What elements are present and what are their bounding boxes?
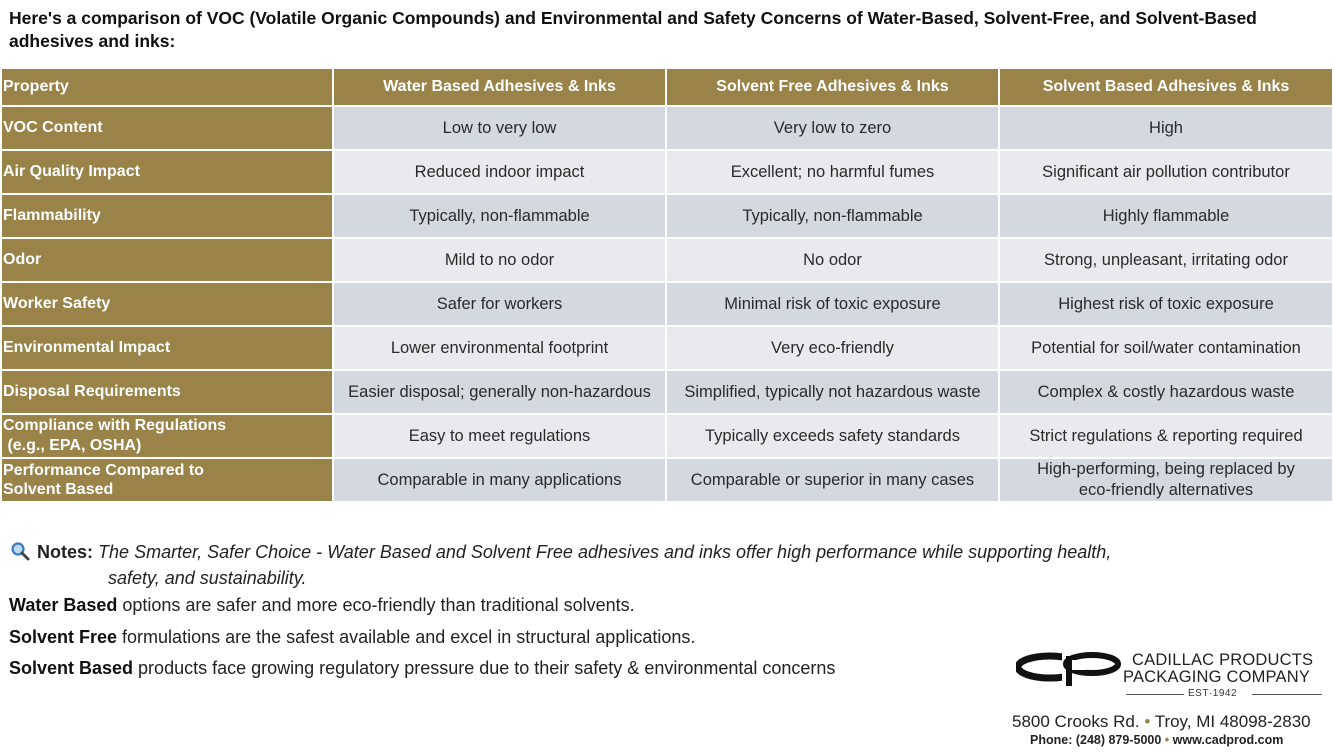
- cell-solvent-free: Minimal risk of toxic exposure: [665, 281, 1000, 327]
- website: www.cadprod.com: [1172, 733, 1284, 747]
- notes-label: Notes:: [37, 542, 94, 562]
- cell-solvent-free: Typically exceeds safety standards: [665, 413, 1000, 459]
- fact-term: Solvent Free: [9, 627, 118, 647]
- separator: •: [1164, 733, 1170, 747]
- fact-description: options are safer and more eco-friendly …: [117, 595, 635, 615]
- notes-text: The Smarter, Safer Choice - Water Based …: [98, 542, 1112, 562]
- table-row: Odor Mild to no odor No odor Strong, unp…: [0, 237, 1334, 283]
- cell-water-based: Reduced indoor impact: [332, 149, 667, 195]
- row-label: Odor: [0, 237, 334, 283]
- table-row: Performance Compared to Solvent Based Com…: [0, 457, 1334, 503]
- row-label-line1: Performance Compared to: [3, 462, 204, 479]
- cell-solvent-free: Typically, non-flammable: [665, 193, 1000, 239]
- cell-solvent-based: High: [998, 105, 1334, 151]
- row-label: Flammability: [0, 193, 334, 239]
- table-row: Compliance with Regulations (e.g., EPA, …: [0, 413, 1334, 459]
- row-label: Worker Safety: [0, 281, 334, 327]
- fact-description: formulations are the safest available an…: [117, 627, 696, 647]
- table-row: Environmental Impact Lower environmental…: [0, 325, 1334, 371]
- cell-solvent-based: Strong, unpleasant, irritating odor: [998, 237, 1334, 283]
- table-row: VOC Content Low to very low Very low to …: [0, 105, 1334, 151]
- magnifying-glass-icon: [10, 541, 32, 567]
- fact-solvent-based: Solvent Based products face growing regu…: [9, 658, 835, 679]
- cell-solvent-based: Potential for soil/water contamination: [998, 325, 1334, 371]
- table-row: Disposal Requirements Easier disposal; g…: [0, 369, 1334, 415]
- cell-line2: eco-friendly alternatives: [1078, 481, 1254, 499]
- cell-line1: High-performing, being replaced by: [1037, 460, 1295, 478]
- page-intro: Here's a comparison of VOC (Volatile Org…: [9, 8, 1257, 51]
- cell-water-based: Easier disposal; generally non-hazardous: [332, 369, 667, 415]
- cell-water-based: Safer for workers: [332, 281, 667, 327]
- row-label-line2: Solvent Based: [3, 481, 114, 498]
- cell-solvent-based: Highly flammable: [998, 193, 1334, 239]
- row-label: Disposal Requirements: [0, 369, 334, 415]
- row-label: Air Quality Impact: [0, 149, 334, 195]
- fact-water-based: Water Based options are safer and more e…: [9, 595, 635, 616]
- cell-solvent-based: High-performing, being replaced by eco-fr…: [998, 457, 1334, 503]
- street: 5800 Crooks Rd.: [1012, 712, 1140, 731]
- row-label-line1: Compliance with Regulations: [3, 417, 227, 434]
- company-address: 5800 Crooks Rd. • Troy, MI 48098-2830: [1012, 712, 1311, 732]
- cell-solvent-free: Excellent; no harmful fumes: [665, 149, 1000, 195]
- column-header-property: Property: [0, 67, 334, 107]
- cell-solvent-free: No odor: [665, 237, 1000, 283]
- company-logo: CADILLAC PRODUCTS PACKAGING COMPANY EST·…: [1016, 650, 1326, 702]
- city: Troy, MI 48098-2830: [1154, 712, 1311, 731]
- cell-water-based: Easy to meet regulations: [332, 413, 667, 459]
- row-label-line2: (e.g., EPA, OSHA): [3, 437, 142, 454]
- cell-water-based: Lower environmental footprint: [332, 325, 667, 371]
- company-name-line1: CADILLAC PRODUCTS: [1132, 651, 1314, 669]
- fact-description: products face growing regulatory pressur…: [133, 658, 836, 678]
- notes-text-continued: safety, and sustainability.: [108, 568, 307, 588]
- table-row: Worker Safety Safer for workers Minimal …: [0, 281, 1334, 327]
- cell-water-based: Mild to no odor: [332, 237, 667, 283]
- cell-solvent-based: Complex & costly hazardous waste: [998, 369, 1334, 415]
- divider: [1252, 694, 1322, 695]
- cell-water-based: Typically, non-flammable: [332, 193, 667, 239]
- company-name-line2: PACKAGING COMPANY: [1123, 668, 1311, 686]
- row-label: Environmental Impact: [0, 325, 334, 371]
- separator: •: [1144, 712, 1151, 731]
- cell-solvent-based: Highest risk of toxic exposure: [998, 281, 1334, 327]
- cell-water-based: Low to very low: [332, 105, 667, 151]
- cell-solvent-free: Comparable or superior in many cases: [665, 457, 1000, 503]
- table-row: Air Quality Impact Reduced indoor impact…: [0, 149, 1334, 195]
- notes-section: Notes: The Smarter, Safer Choice - Water…: [10, 541, 1310, 590]
- row-label: Compliance with Regulations (e.g., EPA, …: [0, 413, 334, 459]
- column-header-water-based: Water Based Adhesives & Inks: [332, 67, 667, 107]
- column-header-solvent-based: Solvent Based Adhesives & Inks: [998, 67, 1334, 107]
- row-label: Performance Compared to Solvent Based: [0, 457, 334, 503]
- fact-term: Solvent Based: [9, 658, 134, 678]
- cell-solvent-based: Significant air pollution contributor: [998, 149, 1334, 195]
- divider: [1126, 694, 1184, 695]
- row-label: VOC Content: [0, 105, 334, 151]
- cell-solvent-based: Strict regulations & reporting required: [998, 413, 1334, 459]
- table-row: Flammability Typically, non-flammable Ty…: [0, 193, 1334, 239]
- company-established: EST·1942: [1188, 688, 1238, 699]
- comparison-table: Property Water Based Adhesives & Inks So…: [0, 67, 1334, 503]
- cell-solvent-free: Very eco-friendly: [665, 325, 1000, 371]
- fact-term: Water Based: [9, 595, 118, 615]
- cell-solvent-free: Simplified, typically not hazardous wast…: [665, 369, 1000, 415]
- column-header-solvent-free: Solvent Free Adhesives & Inks: [665, 67, 1000, 107]
- cp-logo-mark-icon: [1016, 650, 1121, 686]
- cell-water-based: Comparable in many applications: [332, 457, 667, 503]
- cell-solvent-free: Very low to zero: [665, 105, 1000, 151]
- phone: Phone: (248) 879-5000: [1030, 733, 1162, 747]
- fact-solvent-free: Solvent Free formulations are the safest…: [9, 627, 695, 648]
- company-contact: Phone: (248) 879-5000 • www.cadprod.com: [1030, 733, 1283, 747]
- table-header-row: Property Water Based Adhesives & Inks So…: [0, 67, 1334, 107]
